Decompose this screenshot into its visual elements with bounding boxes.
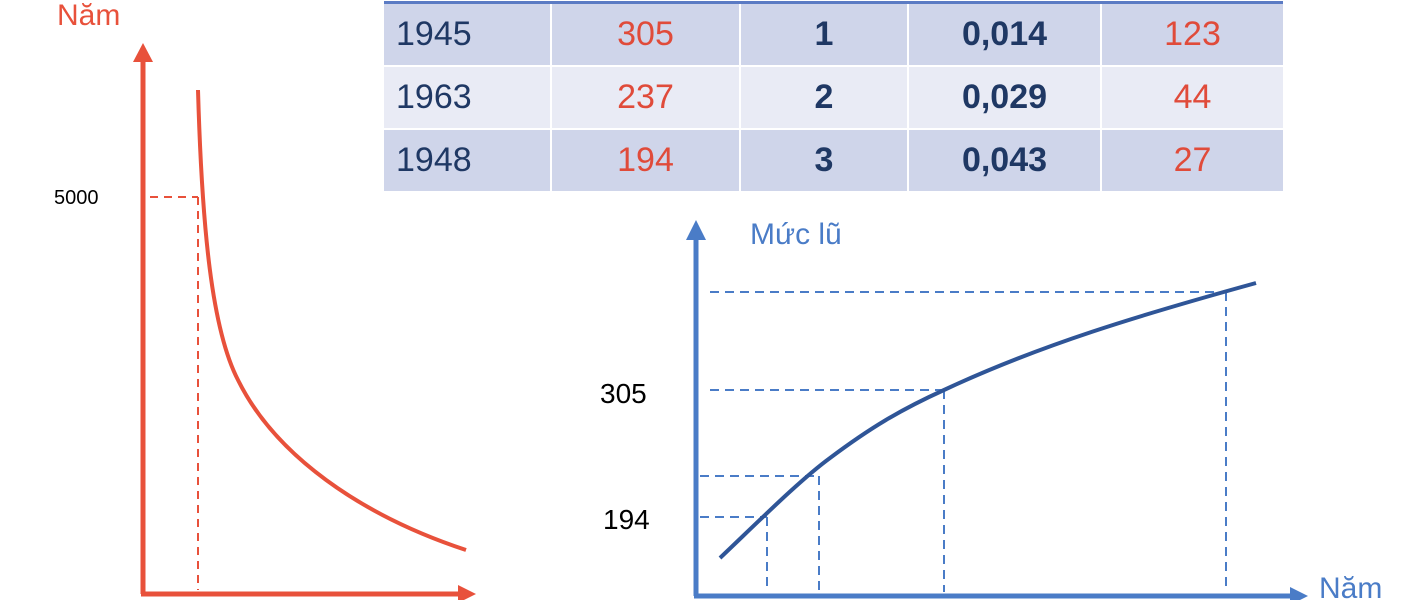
right-tick-label-305: 305 (600, 378, 647, 409)
left-ref-tick-label: 5000 (54, 187, 99, 209)
table-row: 1948 194 3 0,043 27 (384, 128, 1283, 191)
cell-return-period: 44 (1100, 65, 1283, 129)
right-x-axis-arrowhead (1290, 587, 1308, 600)
left-x-axis-arrowhead (458, 585, 476, 600)
cell-year: 1948 (384, 128, 551, 191)
left-y-axis-label: Năm (57, 0, 120, 32)
left-decay-curve (196, 89, 467, 552)
cell-frequency: 0,029 (907, 65, 1101, 129)
left-y-axis-arrowhead (133, 43, 153, 62)
cell-year: 1963 (384, 65, 551, 129)
cell-level: 194 (550, 128, 740, 191)
right-y-axis-label: Mức lũ (750, 218, 842, 251)
cell-rank: 2 (739, 65, 908, 129)
table-row: 1945 305 1 0,014 123 (384, 1, 1283, 66)
cell-return-period: 123 (1100, 1, 1283, 66)
right-chart: Mức lũ Năm 305 194 (600, 218, 1382, 600)
right-y-axis-arrowhead (686, 220, 706, 240)
left-chart: Năm 5000 (54, 0, 476, 600)
cell-year: 1945 (384, 1, 551, 66)
cell-frequency: 0,014 (907, 1, 1101, 66)
right-frequency-curve (718, 281, 1257, 560)
cell-rank: 1 (739, 1, 908, 66)
cell-frequency: 0,043 (907, 128, 1101, 191)
right-tick-label-194: 194 (603, 504, 650, 535)
flood-data-table: 1945 305 1 0,014 123 1963 237 2 0,029 44… (384, 1, 1283, 191)
cell-rank: 3 (739, 128, 908, 191)
cell-return-period: 27 (1100, 128, 1283, 191)
table-row: 1963 237 2 0,029 44 (384, 65, 1283, 129)
cell-level: 305 (550, 1, 740, 66)
right-x-axis-label: Năm (1319, 572, 1382, 600)
cell-level: 237 (550, 65, 740, 129)
